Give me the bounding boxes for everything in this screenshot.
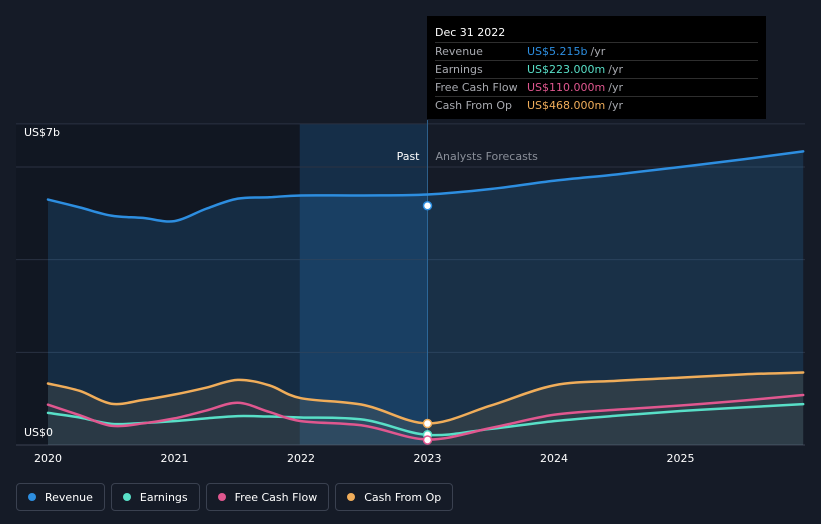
y-axis-top-label: US$7b	[24, 126, 60, 139]
tooltip-label: Free Cash Flow	[435, 81, 518, 94]
legend-item-free-cash-flow[interactable]: Free Cash Flow	[205, 483, 330, 511]
free-cash-flow-marker	[422, 435, 433, 445]
x-tick-label: 2025	[667, 452, 695, 465]
x-tick-label: 2020	[34, 452, 62, 465]
tooltip-label: Earnings	[435, 63, 483, 76]
forecast-label: Analysts Forecasts	[436, 150, 539, 163]
earnings-dot-icon	[122, 493, 131, 501]
x-tick-label: 2022	[287, 452, 315, 465]
legend-item-revenue[interactable]: Revenue	[16, 483, 105, 511]
tooltip-value: US$468.000m	[527, 99, 606, 112]
cash-from-op-area	[48, 372, 804, 445]
legend-item-earnings[interactable]: Earnings	[110, 483, 200, 511]
x-tick-label: 2024	[540, 452, 568, 465]
tooltip-value: US$110.000m	[527, 81, 606, 94]
tooltip-value: US$223.000m	[527, 63, 606, 76]
tooltip-suffix: /yr	[608, 99, 623, 112]
tooltip-row-earnings: Earnings US$223.000m /yr	[435, 60, 758, 78]
chart-legend: Revenue Earnings Free Cash Flow Cash Fro…	[16, 483, 454, 511]
revenue-dot-icon	[28, 493, 36, 501]
free-cash-flow-line	[46, 393, 805, 441]
cash-from-op-marker	[422, 418, 433, 429]
cash-from-op-line	[46, 371, 805, 425]
tooltip-row-revenue: Revenue US$5.215b /yr	[435, 42, 758, 60]
revenue-area	[48, 151, 804, 445]
legend-label: Earnings	[139, 490, 188, 504]
legend-item-cash-from-op[interactable]: Cash From Op	[335, 483, 454, 511]
hover-tooltip: Dec 31 2022 Revenue US$5.215b /yr Earnin…	[427, 16, 766, 119]
x-tick-label: 2023	[414, 452, 442, 465]
tooltip-suffix: /yr	[608, 81, 623, 94]
free-cash-flow-dot-icon	[217, 493, 226, 501]
revenue-line	[46, 150, 805, 223]
tooltip-label: Revenue	[435, 45, 483, 58]
tooltip-suffix: /yr	[608, 63, 623, 76]
legend-label: Revenue	[45, 490, 93, 504]
tooltip-value: US$5.215b	[527, 45, 588, 58]
y-axis-bottom-label: US$0	[24, 426, 53, 439]
legend-label: Cash From Op	[364, 490, 442, 504]
tooltip-row-free-cash-flow: Free Cash Flow US$110.000m /yr	[435, 78, 758, 96]
highlight-region	[299, 123, 428, 446]
legend-label: Free Cash Flow	[234, 490, 318, 504]
revenue-marker	[422, 201, 433, 211]
x-tick-label: 2021	[161, 452, 189, 465]
past-label: Past	[397, 150, 421, 163]
tooltip-suffix: /yr	[590, 45, 606, 58]
tooltip-row-cash-from-op: Cash From Op US$468.000m /yr	[435, 96, 758, 114]
cash-from-op-dot-icon	[347, 493, 356, 501]
tooltip-label: Cash From Op	[435, 99, 513, 112]
tooltip-date: Dec 31 2022	[435, 26, 506, 39]
